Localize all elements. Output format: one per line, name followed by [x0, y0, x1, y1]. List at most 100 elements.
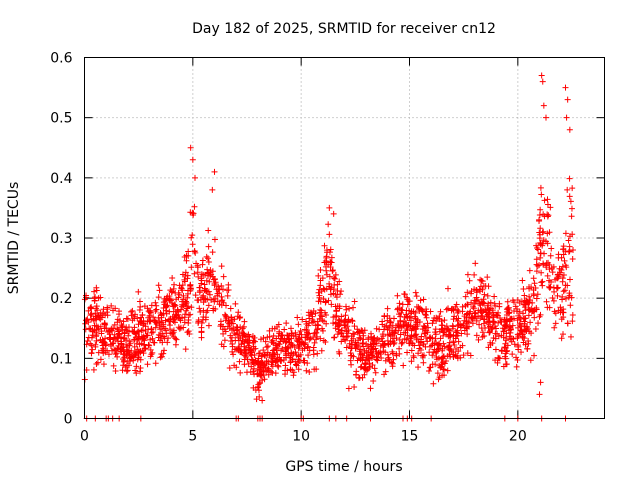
data-point [295, 342, 302, 349]
data-point [255, 381, 262, 388]
data-point [182, 269, 189, 276]
data-point [384, 305, 391, 312]
data-point [385, 354, 392, 361]
data-point [331, 275, 338, 282]
data-point [205, 322, 212, 329]
data-point [481, 291, 488, 298]
data-point [134, 315, 141, 322]
data-point [181, 253, 188, 260]
data-point [95, 295, 102, 302]
data-point [89, 332, 96, 339]
data-point [132, 367, 139, 374]
data-point [468, 299, 475, 306]
data-point [473, 332, 480, 339]
data-point [498, 348, 505, 355]
data-point [161, 301, 168, 308]
data-point [318, 307, 325, 314]
data-point [401, 318, 408, 325]
data-point [482, 282, 489, 289]
data-point [88, 349, 95, 356]
x-tick-label: 10 [292, 429, 310, 445]
data-point [177, 324, 184, 331]
data-point [191, 247, 198, 254]
data-point [294, 314, 301, 321]
data-point [441, 360, 448, 367]
data-point [381, 341, 388, 348]
data-point [347, 352, 354, 359]
data-point [556, 265, 563, 272]
data-point [536, 235, 543, 242]
data-point [349, 341, 356, 348]
data-point [114, 319, 121, 326]
data-point [187, 144, 194, 151]
data-point [446, 332, 453, 339]
data-point [441, 317, 448, 324]
data-point [87, 312, 94, 319]
data-point [319, 327, 326, 334]
data-point [425, 324, 432, 331]
data-point [290, 372, 297, 379]
plot-frame [84, 57, 605, 419]
data-point [544, 272, 551, 279]
data-point [178, 285, 185, 292]
data-point [189, 156, 196, 163]
data-point [560, 251, 567, 258]
data-point [116, 317, 123, 324]
data-point [512, 303, 519, 310]
data-point [406, 315, 413, 322]
data-point [188, 264, 195, 271]
data-point [551, 288, 558, 295]
data-point [335, 326, 342, 333]
data-point [501, 344, 508, 351]
data-point [278, 332, 285, 339]
data-point [275, 321, 282, 328]
data-point [429, 320, 436, 327]
data-point [241, 351, 248, 358]
data-point [149, 335, 156, 342]
data-point [370, 377, 377, 384]
data-point [441, 366, 448, 373]
data-point [110, 307, 117, 314]
data-point [564, 186, 571, 193]
data-point [204, 296, 211, 303]
data-point [169, 330, 176, 337]
data-point [187, 285, 194, 292]
data-point [477, 288, 484, 295]
data-point [270, 353, 277, 360]
data-point [85, 334, 92, 341]
data-point [399, 339, 406, 346]
data-point [181, 319, 188, 326]
data-point [560, 272, 567, 278]
data-point [134, 328, 141, 335]
data-point [281, 336, 288, 343]
data-point [279, 332, 286, 339]
data-point [226, 365, 233, 372]
data-point [128, 312, 135, 319]
data-point [422, 312, 429, 319]
data-point [197, 296, 204, 303]
data-point [82, 326, 89, 333]
data-point [487, 323, 494, 330]
data-point [89, 346, 96, 353]
data-point [394, 320, 401, 327]
data-point [320, 337, 327, 344]
data-point [163, 296, 170, 303]
data-point [240, 323, 247, 330]
data-point [323, 267, 330, 274]
data-point [87, 340, 94, 347]
data-point [439, 322, 446, 329]
data-point [352, 371, 359, 378]
data-point [173, 336, 180, 343]
data-point [514, 357, 521, 364]
data-point [341, 322, 348, 329]
data-point [502, 340, 509, 347]
data-point [439, 372, 446, 379]
data-point [364, 366, 371, 373]
data-point [184, 275, 191, 282]
data-point [101, 320, 108, 327]
data-point [241, 361, 248, 368]
data-point [99, 342, 106, 349]
data-point [260, 347, 267, 354]
data-point [464, 271, 471, 278]
data-point [167, 297, 174, 304]
